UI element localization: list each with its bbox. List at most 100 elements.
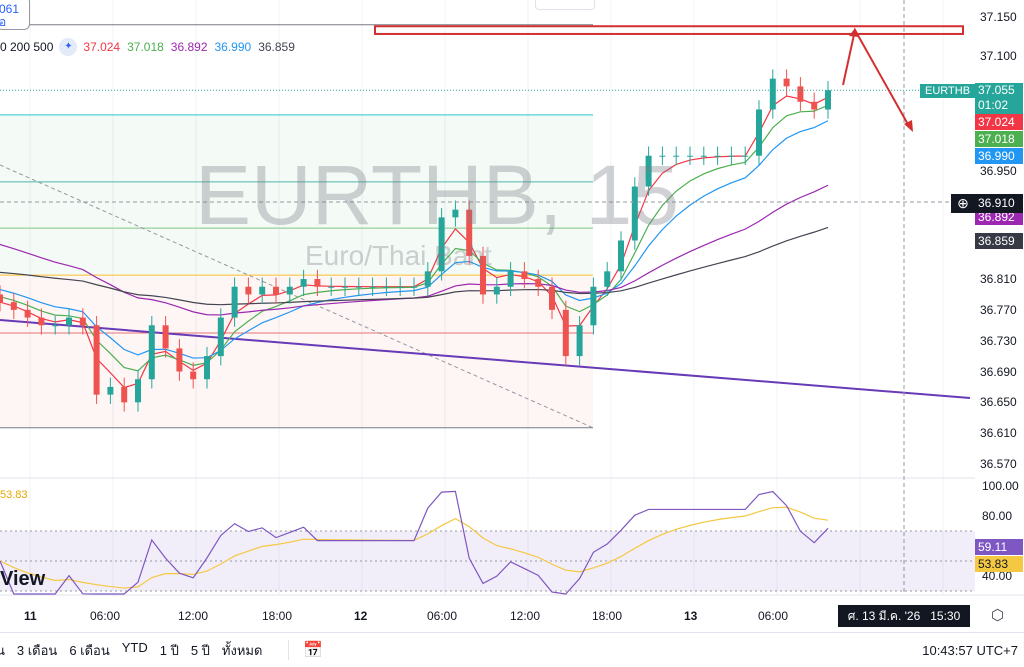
candle [521, 271, 528, 280]
candle [700, 155, 707, 157]
range-button[interactable]: 5 ปี [190, 642, 210, 658]
candle [148, 325, 155, 380]
price-tick: 36.730 [980, 333, 1017, 348]
tradingview-logo: View [0, 568, 46, 590]
rsi-tick: 80.00 [982, 509, 1013, 523]
time-tick: 12 [354, 609, 368, 623]
range-button[interactable]: ทั้งหมด [221, 642, 263, 658]
time-tick: 18:00 [262, 609, 293, 623]
bottom-toolbar: น 3 เดือน 6 เดือน YTD 1 ปี 5 ปี ทั้งหมด 📅 10:4… [0, 632, 1024, 667]
candle [328, 286, 335, 288]
axis-settings-icon[interactable]: ⬡ [991, 607, 1005, 624]
price-label-ema2: 37.018 [975, 131, 1023, 147]
price-label-crosshair: 36.910 [975, 194, 1023, 213]
range-button[interactable]: น [0, 642, 5, 658]
candle [797, 86, 804, 102]
last-price: 37.055 [978, 83, 1015, 97]
candle [273, 286, 279, 295]
candle [590, 286, 597, 326]
candle [369, 286, 376, 288]
candle [742, 155, 749, 157]
candle [93, 325, 100, 395]
candle [535, 279, 542, 287]
clock[interactable]: 10:43:57 UTC+7 [922, 642, 1018, 658]
price-tick: 36.770 [980, 302, 1017, 317]
price-tick: 36.690 [980, 364, 1017, 379]
candle [562, 309, 569, 357]
range-button[interactable]: 3 เดือน [16, 642, 58, 658]
arrow-head [849, 28, 859, 37]
candle [259, 286, 266, 295]
candle [411, 286, 417, 288]
legend-value: 36.990 [214, 40, 252, 54]
rsi-ma-left-value: 53.83 [0, 489, 28, 501]
candle [645, 155, 652, 187]
rsi-tick: 40.00 [982, 569, 1013, 583]
date-range-calendar-icon[interactable]: 📅 [288, 640, 323, 660]
time-tick: 13 [684, 609, 698, 623]
candle [231, 286, 238, 318]
candle [383, 286, 390, 288]
symbol-box[interactable]: 061 อ [0, 0, 30, 30]
price-chart[interactable] [0, 0, 1024, 632]
candle [673, 155, 680, 157]
candle [245, 286, 252, 295]
candle [783, 78, 790, 87]
range-button[interactable]: 1 ปี [159, 642, 179, 658]
candle [466, 209, 473, 256]
top-widget[interactable] [535, 0, 595, 10]
price-label-ema3: 36.990 [975, 148, 1023, 164]
time-tick: 12:00 [510, 609, 541, 623]
price-tick: 36.570 [980, 457, 1017, 471]
price-tick: 36.950 [980, 164, 1017, 179]
time-tick: 06:00 [427, 609, 458, 623]
candle [0, 294, 3, 303]
legend-value: 37.024 [83, 40, 121, 54]
rsi-tick: 100.00 [982, 479, 1019, 493]
candle [452, 209, 459, 218]
candle [190, 371, 197, 380]
candle [549, 286, 555, 310]
price-tick: 37.100 [980, 48, 1017, 63]
resistance-box [374, 25, 964, 35]
ema-line [0, 226, 829, 306]
candle [342, 286, 348, 288]
candle [135, 379, 141, 403]
candle [314, 279, 321, 287]
profit-zone [0, 114, 593, 276]
rsi-label: 59.11 [975, 539, 1023, 555]
candle [24, 309, 31, 318]
candle [300, 279, 307, 287]
candle [286, 286, 293, 295]
candle [79, 317, 86, 326]
candle [687, 155, 693, 157]
price-label-ema1: 37.024 [975, 114, 1023, 130]
time-tick: 06:00 [758, 609, 789, 623]
candle [204, 356, 210, 380]
candle [756, 109, 762, 156]
candle [52, 325, 59, 327]
range-button[interactable]: 6 เดือน [69, 642, 110, 658]
candle [604, 271, 611, 287]
price-tick: 36.610 [980, 426, 1017, 441]
legend-periods: 0 200 500 [0, 40, 54, 54]
candle [576, 325, 583, 357]
candle [10, 302, 17, 310]
add-alert-button[interactable]: ⊕ [951, 194, 975, 213]
time-tick: 12:00 [178, 609, 209, 623]
candle [493, 286, 500, 295]
price-tick: 36.650 [980, 395, 1017, 410]
price-label-ema5: 36.859 [975, 233, 1023, 249]
range-button[interactable]: YTD [121, 639, 148, 655]
sparkle-icon[interactable]: ✦ [59, 38, 78, 56]
price-tick: 36.810 [980, 272, 1017, 287]
candle [424, 271, 431, 287]
candle [355, 286, 362, 288]
candle [728, 155, 735, 157]
rsi-ma-label: 53.83 [975, 556, 1023, 572]
candle [107, 386, 114, 395]
price-label-ema4: 36.892 [975, 209, 1023, 225]
candle [811, 101, 818, 110]
symbol-box-value: 061 [0, 2, 20, 16]
candle [438, 217, 445, 272]
